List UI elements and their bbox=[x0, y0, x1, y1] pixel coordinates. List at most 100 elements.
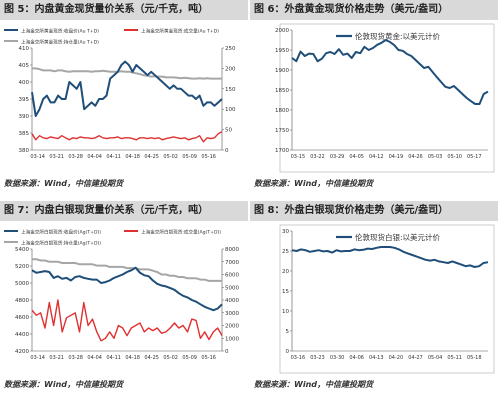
x-tick-label: 03-29 bbox=[330, 154, 345, 160]
x-tick-label: 03-15 bbox=[291, 154, 306, 160]
source-label: 数据来源：Wind，中信建投期货 bbox=[254, 179, 373, 188]
legend-label: 上海金交所黄金现货:收盘价(Au T+D) bbox=[21, 28, 99, 35]
x-tick-label: 05-04 bbox=[428, 355, 443, 361]
x-tick-label: 05-03 bbox=[428, 154, 443, 160]
x-tick-label: 04-06 bbox=[349, 355, 364, 361]
y-tick-label-right: 2000 bbox=[225, 324, 239, 330]
x-tick-label: 05-11 bbox=[447, 355, 462, 361]
x-tick-label: 05-02 bbox=[163, 154, 178, 160]
x-tick-label: 04-25 bbox=[144, 154, 159, 160]
x-tick-label: 05-09 bbox=[182, 154, 197, 160]
chart-silver-overseas: 0 5 10 15 20 25 30 03-16 03-23 03-30 04-06 04-13 04-… bbox=[279, 224, 495, 374]
y-tick-label-left: 4400 bbox=[15, 332, 29, 338]
x-tick-label: 04-11 bbox=[106, 355, 121, 361]
x-tick-label: 03-14 bbox=[30, 355, 45, 361]
x-tick-label: 03-21 bbox=[49, 154, 64, 160]
y-tick-label-left: 5200 bbox=[15, 264, 29, 270]
chart-frame bbox=[279, 23, 495, 173]
source-label: 数据来源：Wind，中信建投期货 bbox=[4, 380, 123, 389]
x-tick-label: 05-16 bbox=[201, 355, 216, 361]
legend-label: 伦敦现货黄金:以美元计价 bbox=[355, 31, 441, 41]
y-tick-label-right: 50 bbox=[225, 128, 232, 134]
y-tick-label-right: 250 bbox=[225, 46, 236, 52]
x-tick-label: 03-28 bbox=[68, 355, 83, 361]
series-line-position bbox=[32, 67, 222, 80]
chart-silver-domestic: 上海金交所白银现货:收盘价(Ag(T+D)) 上海金交所白银现货:成交量(Ag(T… bbox=[4, 229, 239, 361]
y-tick-label: 1700 bbox=[275, 148, 289, 154]
panel-figure-6: 图 6：外盘黄金现货价格走势（美元/盎司） 1700 1750 1800 1850 19… bbox=[250, 0, 500, 201]
x-tick-label: 05-18 bbox=[467, 355, 482, 361]
y-tick-label-right: 6000 bbox=[225, 273, 239, 279]
legend-label: 伦敦现货白银:以美元计价 bbox=[355, 232, 441, 242]
y-tick-label-left: 5400 bbox=[15, 247, 29, 253]
panel-figure-5: 图 5：内盘黄金现货量价关系（元/千克，吨） 上海金交所黄金现货:收盘价(Au … bbox=[0, 0, 250, 201]
y-tick-label-right: 8000 bbox=[225, 247, 239, 253]
x-tick-label: 05-16 bbox=[201, 154, 216, 160]
series-line-price bbox=[31, 60, 223, 117]
legend-label: 上海金交所黄金现货:持仓量(Au T+D) bbox=[21, 39, 99, 46]
legend-label: 上海金交所黄金现货:成交量(Au T+D) bbox=[141, 28, 219, 35]
y-tick-label-left: 385 bbox=[19, 131, 30, 137]
y-tick-label: 20 bbox=[282, 269, 289, 275]
x-tick-label: 04-20 bbox=[389, 355, 404, 361]
figure-title: 图 5：内盘黄金现货量价关系（元/千克，吨） bbox=[0, 0, 248, 20]
y-tick-label: 1750 bbox=[275, 128, 289, 134]
y-tick-label-left: 395 bbox=[19, 97, 30, 103]
x-tick-label: 04-19 bbox=[389, 154, 404, 160]
x-tick-label: 04-04 bbox=[87, 154, 102, 160]
series-line-price bbox=[291, 246, 489, 268]
y-tick-label: 25 bbox=[282, 249, 289, 255]
y-tick-label-right: 3000 bbox=[225, 311, 239, 317]
series-line-position bbox=[32, 258, 222, 282]
source-label: 数据来源：Wind，中信建投期货 bbox=[254, 380, 373, 389]
y-tick-label-left: 405 bbox=[19, 63, 30, 69]
chart-gold-overseas: 1700 1750 1800 1850 1900 1950 2000 03-15 03-22 03… bbox=[275, 23, 495, 173]
series-line-volume bbox=[31, 130, 223, 143]
y-tick-label-right: 1000 bbox=[225, 336, 239, 342]
y-tick-label-right: 150 bbox=[225, 87, 236, 93]
x-tick-label: 05-02 bbox=[163, 355, 178, 361]
figure-title: 图 8：外盘白银现货价格走势（美元/盎司） bbox=[250, 201, 498, 221]
x-tick-label: 03-21 bbox=[49, 355, 64, 361]
chart-frame bbox=[279, 224, 495, 374]
y-tick-label-left: 4800 bbox=[15, 298, 29, 304]
y-tick-label-left: 400 bbox=[19, 80, 30, 86]
y-tick-label: 1950 bbox=[275, 48, 289, 54]
y-tick-label-left: 380 bbox=[19, 148, 30, 154]
y-tick-label-right: 0 bbox=[225, 148, 229, 154]
y-tick-label-left: 4600 bbox=[15, 315, 29, 321]
x-tick-label: 05-10 bbox=[447, 154, 462, 160]
source-label: 数据来源：Wind，中信建投期货 bbox=[4, 179, 123, 188]
y-tick-label: 5 bbox=[286, 329, 290, 335]
y-tick-label-right: 7000 bbox=[225, 260, 239, 266]
y-tick-label-left: 5000 bbox=[15, 281, 29, 287]
y-tick-label: 0 bbox=[286, 349, 290, 355]
x-tick-label: 03-30 bbox=[330, 355, 345, 361]
x-tick-label: 04-26 bbox=[408, 154, 423, 160]
y-tick-label-right: 0 bbox=[225, 349, 229, 355]
y-tick-label-right: 4000 bbox=[225, 298, 239, 304]
y-tick-label-right: 5000 bbox=[225, 285, 239, 291]
y-tick-label: 15 bbox=[282, 289, 289, 295]
y-tick-label: 1900 bbox=[275, 68, 289, 74]
y-tick-label-left: 4200 bbox=[15, 349, 29, 355]
series-line-volume bbox=[31, 299, 223, 342]
x-tick-label: 03-28 bbox=[68, 154, 83, 160]
x-tick-label: 04-11 bbox=[106, 154, 121, 160]
y-tick-label: 1850 bbox=[275, 88, 289, 94]
x-tick-label: 03-23 bbox=[310, 355, 325, 361]
x-tick-label: 03-16 bbox=[291, 355, 306, 361]
x-tick-label: 04-27 bbox=[408, 355, 423, 361]
y-tick-label: 2000 bbox=[275, 28, 289, 34]
y-tick-label: 30 bbox=[282, 229, 289, 235]
y-tick-label: 10 bbox=[282, 309, 289, 315]
panel-figure-7: 图 7：内盘白银现货量价关系（元/千克，吨） 上海金交所白银现货:收盘价(Ag(… bbox=[0, 201, 250, 402]
panel-figure-8: 图 8：外盘白银现货价格走势（美元/盎司） 0 5 10 15 20 25 30 03-16 0… bbox=[250, 201, 500, 402]
y-tick-label-left: 410 bbox=[19, 46, 30, 52]
series-line-price bbox=[31, 266, 223, 312]
x-tick-label: 04-04 bbox=[87, 355, 102, 361]
x-tick-label: 03-14 bbox=[30, 154, 45, 160]
figure-title: 图 6：外盘黄金现货价格走势（美元/盎司） bbox=[250, 0, 498, 20]
chart-gold-domestic: 上海金交所黄金现货:收盘价(Au T+D) 上海金交所黄金现货:成交量(Au T+… bbox=[4, 28, 236, 160]
x-tick-label: 04-05 bbox=[349, 154, 364, 160]
